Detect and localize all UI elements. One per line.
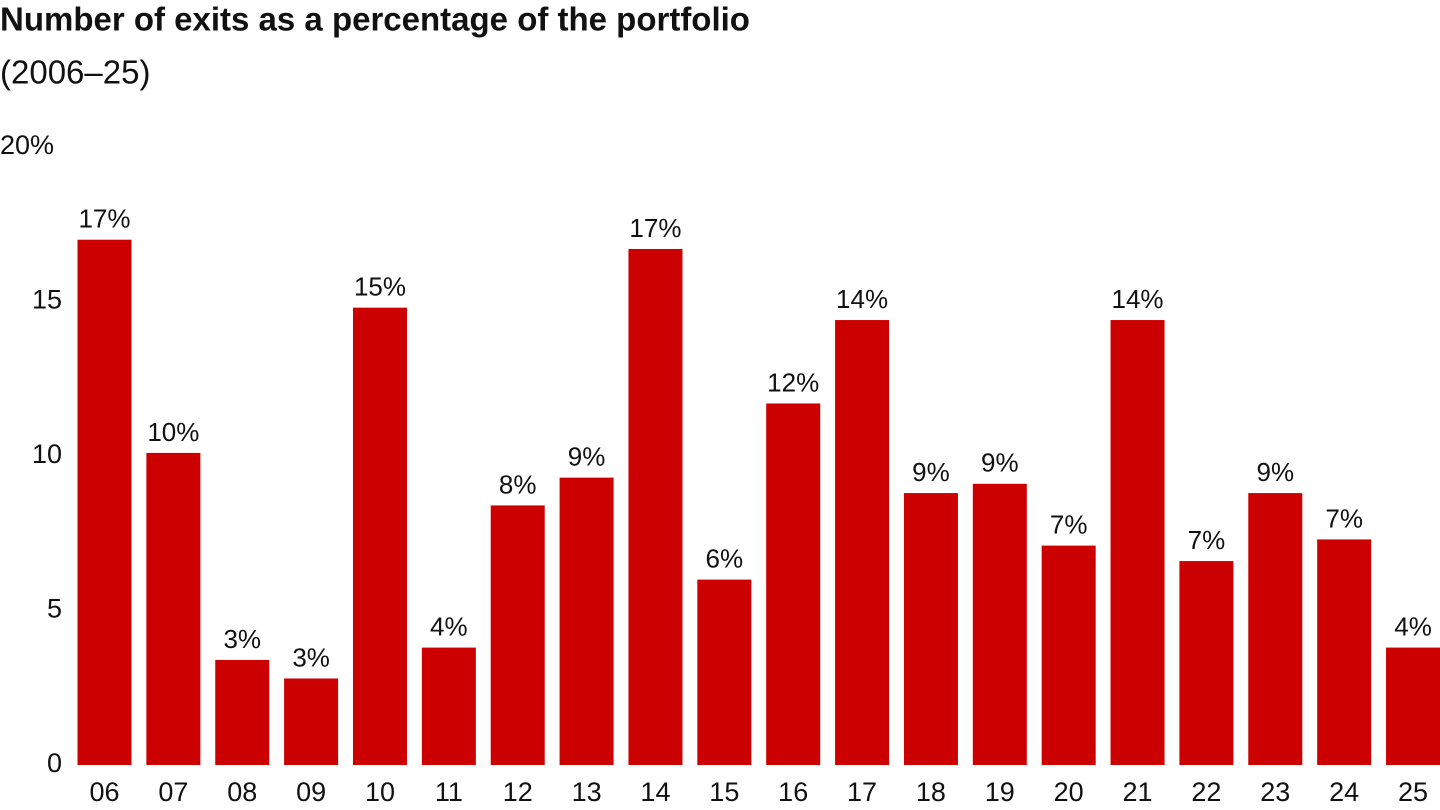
bar: [1386, 647, 1440, 765]
x-tick-label: 19: [985, 777, 1015, 807]
bar: [628, 248, 683, 766]
y-tick-label: 5: [47, 594, 62, 624]
bar: [284, 678, 339, 765]
y-tick-label: 20%: [0, 130, 54, 160]
value-label: 7%: [1325, 503, 1363, 533]
x-tick-label: 06: [89, 777, 119, 807]
x-tick-label: 25: [1398, 777, 1428, 807]
value-label: 15%: [354, 272, 406, 302]
value-label: 17%: [629, 213, 681, 243]
x-tick-label: 14: [640, 777, 670, 807]
y-tick-label: 0: [47, 748, 62, 778]
value-label: 8%: [499, 469, 537, 499]
value-label: 14%: [836, 284, 888, 314]
value-label: 9%: [568, 442, 606, 472]
bar: [1179, 561, 1234, 765]
x-tick-label: 22: [1191, 777, 1221, 807]
chart-subtitle: (2006–25): [0, 54, 150, 91]
bar: [1110, 320, 1165, 765]
x-tick-label: 21: [1123, 777, 1153, 807]
x-tick-label: 10: [365, 777, 395, 807]
value-label: 9%: [981, 448, 1019, 478]
x-tick-label: 24: [1329, 777, 1359, 807]
x-tick-label: 09: [296, 777, 326, 807]
x-tick-label: 12: [503, 777, 533, 807]
bar: [903, 493, 958, 765]
x-tick-label: 13: [572, 777, 602, 807]
bar: [972, 483, 1027, 765]
x-tick-label: 16: [778, 777, 808, 807]
bar: [1317, 539, 1372, 765]
y-tick-label: 10: [32, 439, 62, 469]
value-label: 4%: [430, 611, 468, 641]
bar: [421, 647, 476, 765]
x-tick-label: 17: [847, 777, 877, 807]
bar: [559, 477, 614, 765]
chart-title: Number of exits as a percentage of the p…: [0, 1, 750, 38]
bar: [490, 505, 545, 765]
bar: [352, 307, 407, 765]
x-tick-label: 20: [1054, 777, 1084, 807]
x-tick-label: 15: [709, 777, 739, 807]
bar: [766, 403, 821, 765]
x-tick-label: 07: [158, 777, 188, 807]
bar: [77, 239, 132, 765]
value-label: 17%: [78, 204, 130, 234]
bar: [835, 320, 890, 765]
value-label: 4%: [1394, 611, 1432, 641]
bar: [697, 579, 752, 765]
value-label: 12%: [767, 367, 819, 397]
bar: [146, 452, 201, 765]
value-label: 7%: [1188, 525, 1226, 555]
x-tick-label: 18: [916, 777, 946, 807]
bar: [1041, 545, 1096, 765]
value-label: 10%: [147, 417, 199, 447]
value-label: 3%: [223, 624, 261, 654]
value-label: 3%: [292, 642, 330, 672]
value-label: 7%: [1050, 509, 1088, 539]
x-tick-label: 08: [227, 777, 257, 807]
y-tick-label: 15: [32, 285, 62, 315]
value-label: 6%: [706, 543, 744, 573]
bar: [215, 659, 270, 765]
x-tick-label: 23: [1260, 777, 1290, 807]
value-label: 9%: [1257, 457, 1295, 487]
bar: [1248, 493, 1303, 765]
value-label: 9%: [912, 457, 950, 487]
x-tick-label: 11: [435, 777, 463, 807]
value-label: 14%: [1112, 284, 1164, 314]
